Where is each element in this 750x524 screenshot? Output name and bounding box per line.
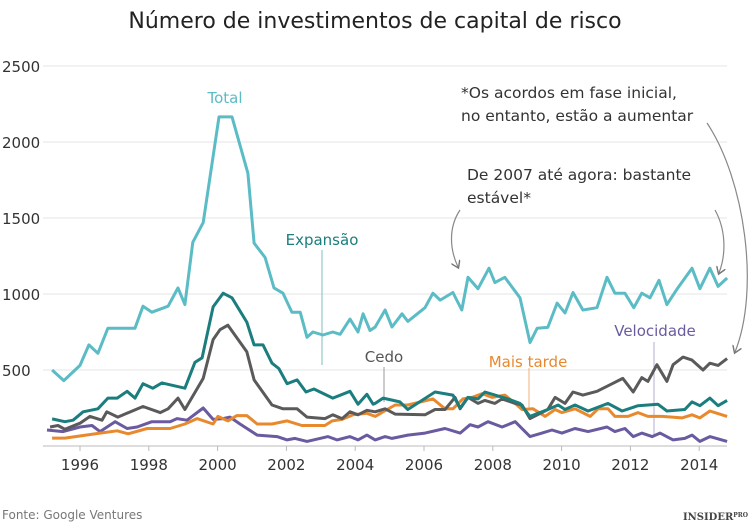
note-stable-line2: estável* [467,189,531,207]
insider-pro-logo: INSIDERPRO [683,512,748,523]
x-tick-label: 2014 [680,456,718,474]
arrow-stable-right [714,209,724,273]
y-tick-label: 1500 [2,210,40,228]
y-tick-label: 1000 [2,286,40,304]
x-tick-label: 2000 [199,456,237,474]
arrow-early [706,122,748,352]
y-tick-label: 500 [2,362,31,380]
series-line-expans-o [51,291,728,424]
x-tick-label: 2010 [543,456,581,474]
series-label-velocidade: Velocidade [614,322,696,340]
note-stable-line1: De 2007 até agora: bastante [467,166,691,184]
series-label-total: Total [206,89,242,107]
y-tick-label: 2000 [2,134,40,152]
series-label-expansao: Expansão [286,231,359,249]
note-early-line2: no entanto, estão a aumentar [461,107,694,125]
x-tick-label: 2006 [405,456,443,474]
x-tick-label: 1998 [130,456,168,474]
note-early-line1: *Os acordos em fase inicial, [461,84,677,102]
chart-title: Número de investimentos de capital de ri… [128,9,621,34]
x-tick-label: 2008 [474,456,512,474]
x-tick-label: 2002 [267,456,305,474]
y-tick-label: 2500 [2,58,40,76]
series-label-cedo: Cedo [365,348,403,366]
source-note: Fonte: Google Ventures [2,508,142,522]
x-tick-label: 1996 [61,456,99,474]
series-line-cedo [49,323,729,431]
series-line-velocidade [46,406,728,443]
x-tick-label: 2004 [336,456,374,474]
x-tick-label: 2012 [611,456,649,474]
arrow-stable-left [450,209,461,267]
series-label-mais-tarde: Mais tarde [489,353,568,371]
series-line-total [51,115,729,383]
